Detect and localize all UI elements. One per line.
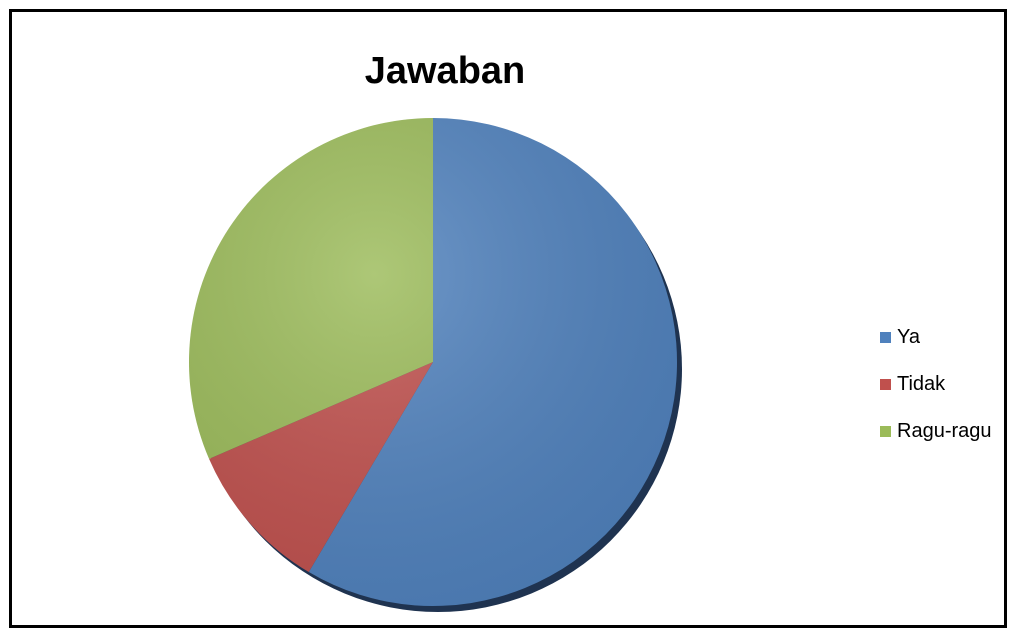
legend-label-ya: Ya xyxy=(897,326,920,348)
chart-frame: Jawaban Ya Tidak Ragu-ragu xyxy=(9,9,1007,628)
legend-swatch-ya xyxy=(880,332,891,343)
legend-item-ya: Ya xyxy=(880,314,992,361)
legend-label-tidak: Tidak xyxy=(897,373,946,395)
legend: Ya Tidak Ragu-ragu xyxy=(880,314,992,455)
legend-swatch-tidak xyxy=(880,379,891,390)
pie-chart xyxy=(189,118,682,612)
legend-item-tidak: Tidak xyxy=(880,361,992,408)
legend-label-ragu-ragu: Ragu-ragu xyxy=(897,420,992,442)
legend-item-ragu-ragu: Ragu-ragu xyxy=(880,408,992,455)
chart-title: Jawaban xyxy=(364,50,526,92)
pie-gloss xyxy=(189,118,677,606)
legend-swatch-ragu-ragu xyxy=(880,426,891,437)
